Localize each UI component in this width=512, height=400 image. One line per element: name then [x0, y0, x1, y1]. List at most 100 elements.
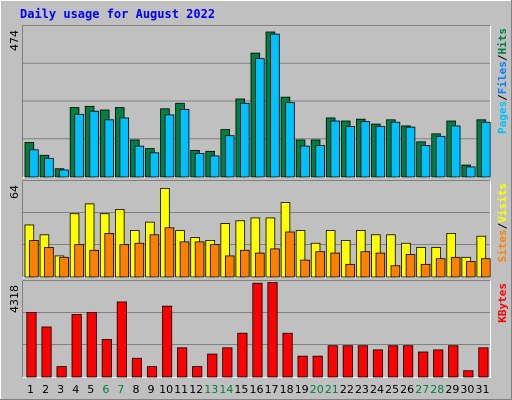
legend-entry: Pages — [496, 101, 509, 134]
x-tick-label: 18 — [280, 383, 294, 396]
bar-sites-day-21 — [330, 252, 340, 278]
bar-kbytes-day-17 — [267, 282, 278, 378]
x-tick-label: 31 — [475, 383, 489, 396]
x-tick-label: 27 — [415, 383, 429, 396]
bar-files-day-31 — [481, 121, 491, 178]
x-tick-label: 14 — [219, 383, 233, 396]
x-tick-label: 28 — [430, 383, 444, 396]
bar-sites-day-26 — [405, 254, 416, 278]
bar-sites-day-11 — [179, 241, 190, 278]
bar-files-day-13 — [209, 155, 220, 178]
bar-sites-day-3 — [59, 256, 69, 278]
bar-sites-day-27 — [420, 263, 431, 278]
bar-kbytes-day-21 — [327, 345, 338, 378]
bar-files-day-25 — [390, 121, 401, 178]
bar-kbytes-day-16 — [252, 282, 263, 378]
y-max-label: 474 — [8, 30, 21, 51]
chart-title: Daily usage for August 2022 — [20, 7, 215, 21]
bar-kbytes-day-2 — [41, 326, 52, 378]
bar-kbytes-day-18 — [282, 332, 293, 378]
bar-sites-day-10 — [164, 227, 175, 278]
legend-entry: Visits — [496, 183, 509, 223]
bar-kbytes-day-11 — [177, 347, 188, 378]
x-tick-label: 6 — [102, 383, 109, 396]
bar-files-day-14 — [224, 135, 235, 178]
x-tick-label: 24 — [370, 383, 384, 396]
bar-files-day-15 — [240, 102, 250, 178]
x-tick-label: 22 — [340, 383, 354, 396]
bar-sites-day-1 — [29, 240, 39, 278]
bar-files-day-9 — [149, 152, 160, 178]
panel-visits_sites: 64 Sites/Visits — [8, 180, 509, 278]
legend-label: KBytes — [496, 283, 509, 323]
bar-files-day-22 — [345, 126, 356, 178]
x-tick-label: 11 — [174, 383, 188, 396]
bar-files-day-6 — [104, 119, 114, 178]
x-tick-label: 25 — [385, 383, 399, 396]
x-tick-label: 15 — [234, 383, 248, 396]
x-tick-label: 29 — [445, 383, 459, 396]
bar-kbytes-day-12 — [192, 366, 203, 378]
bar-files-day-11 — [179, 108, 190, 178]
bar-sites-day-16 — [255, 252, 265, 278]
bar-files-day-5 — [89, 110, 99, 178]
bar-kbytes-day-14 — [222, 347, 233, 378]
legend-entry: Files — [496, 61, 509, 94]
bar-sites-day-22 — [345, 263, 356, 278]
bar-kbytes-day-5 — [86, 311, 97, 378]
bar-kbytes-day-1 — [26, 311, 37, 378]
bar-files-day-29 — [450, 125, 461, 178]
legend-entry: Hits — [496, 28, 509, 55]
x-tick-label: 3 — [57, 383, 64, 396]
bar-files-day-8 — [134, 145, 145, 178]
bar-files-day-4 — [74, 113, 84, 178]
legend-entry: KBytes — [496, 283, 509, 323]
bar-files-day-28 — [435, 135, 446, 178]
bar-kbytes-day-19 — [297, 355, 308, 378]
bar-kbytes-day-24 — [372, 349, 384, 378]
bar-kbytes-day-27 — [418, 351, 429, 378]
x-tick-label: 16 — [250, 383, 264, 396]
bar-sites-day-24 — [375, 252, 386, 278]
panel-hits_files_pages: 474 Pages/Files/Hits — [8, 25, 509, 178]
bar-files-day-2 — [44, 157, 54, 178]
bar-kbytes-day-13 — [207, 353, 218, 378]
x-tick-label: 7 — [117, 383, 124, 396]
bar-files-day-17 — [270, 33, 280, 178]
bar-files-day-26 — [405, 126, 416, 178]
bar-kbytes-day-15 — [237, 332, 248, 378]
bar-sites-day-4 — [74, 244, 84, 278]
panel-kbytes: 4318 KBytes — [8, 280, 509, 378]
bar-files-day-18 — [285, 102, 295, 178]
x-tick-label: 21 — [325, 383, 339, 396]
bar-files-day-10 — [164, 114, 175, 178]
x-tick-label: 9 — [148, 383, 155, 396]
x-tick-label: 17 — [265, 383, 279, 396]
bar-sites-day-30 — [465, 261, 476, 278]
bar-files-day-30 — [465, 166, 476, 178]
x-tick-label: 19 — [295, 383, 309, 396]
bar-sites-day-9 — [149, 234, 160, 278]
bar-kbytes-day-7 — [116, 301, 127, 378]
bar-files-day-12 — [194, 153, 205, 178]
bar-files-day-21 — [330, 120, 340, 178]
bar-files-day-19 — [300, 145, 310, 178]
bar-sites-day-19 — [300, 259, 310, 278]
bar-sites-day-6 — [104, 233, 114, 278]
x-tick-label: 2 — [42, 383, 49, 396]
bar-sites-day-12 — [194, 241, 205, 278]
x-tick-label: 5 — [87, 383, 94, 396]
bar-sites-day-23 — [360, 251, 371, 278]
legend-label: Pages/Files/Hits — [496, 28, 509, 134]
bar-sites-day-17 — [270, 248, 280, 278]
bar-sites-day-13 — [209, 244, 220, 278]
bar-kbytes-day-4 — [71, 314, 82, 378]
x-tick-label: 20 — [310, 383, 324, 396]
bar-files-day-1 — [29, 149, 39, 178]
bar-kbytes-day-25 — [387, 345, 399, 378]
bar-sites-day-15 — [240, 249, 250, 278]
bar-sites-day-20 — [315, 251, 325, 278]
bar-files-day-20 — [315, 145, 325, 178]
y-max-label: 4318 — [8, 285, 21, 313]
